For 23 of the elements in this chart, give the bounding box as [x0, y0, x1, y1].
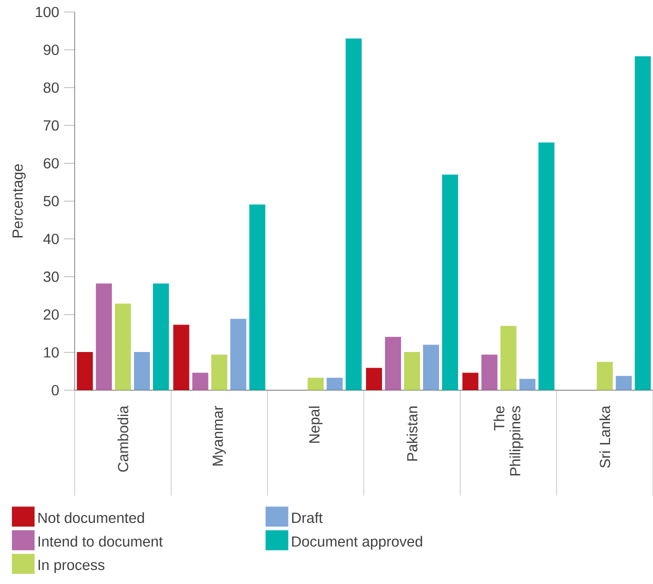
- y-tick-label: 0: [52, 384, 59, 396]
- x-tick-label: Sri Lanka: [599, 405, 610, 468]
- x-tick-label: Myanmar: [212, 406, 226, 466]
- y-tick-label: 70: [44, 120, 59, 131]
- x-tick-label: The Philippines: [494, 406, 524, 476]
- y-tick-label: 90: [44, 44, 59, 55]
- y-tick-label: 80: [44, 82, 59, 93]
- legend-label: Draft: [292, 512, 323, 523]
- y-axis-title: Percentage: [12, 164, 26, 238]
- y-tick-label: 60: [44, 158, 59, 168]
- y-tick-label: 40: [43, 234, 59, 244]
- x-tick-label: Nepal: [308, 406, 322, 443]
- x-tick-label: Cambodia: [118, 405, 128, 472]
- y-tick-label: 100: [36, 6, 59, 18]
- y-tick-label: 50: [44, 196, 59, 206]
- x-tick-label: Pakistan: [406, 406, 418, 460]
- legend-label: Document approved: [292, 536, 422, 550]
- y-tick-label: 10: [44, 347, 59, 358]
- legend-label: In process: [38, 560, 104, 573]
- y-tick-label: 20: [44, 309, 59, 320]
- y-tick-label: 30: [44, 271, 59, 282]
- legend-label: Intend to document: [38, 536, 163, 547]
- legend-label: Not documented: [38, 512, 144, 523]
